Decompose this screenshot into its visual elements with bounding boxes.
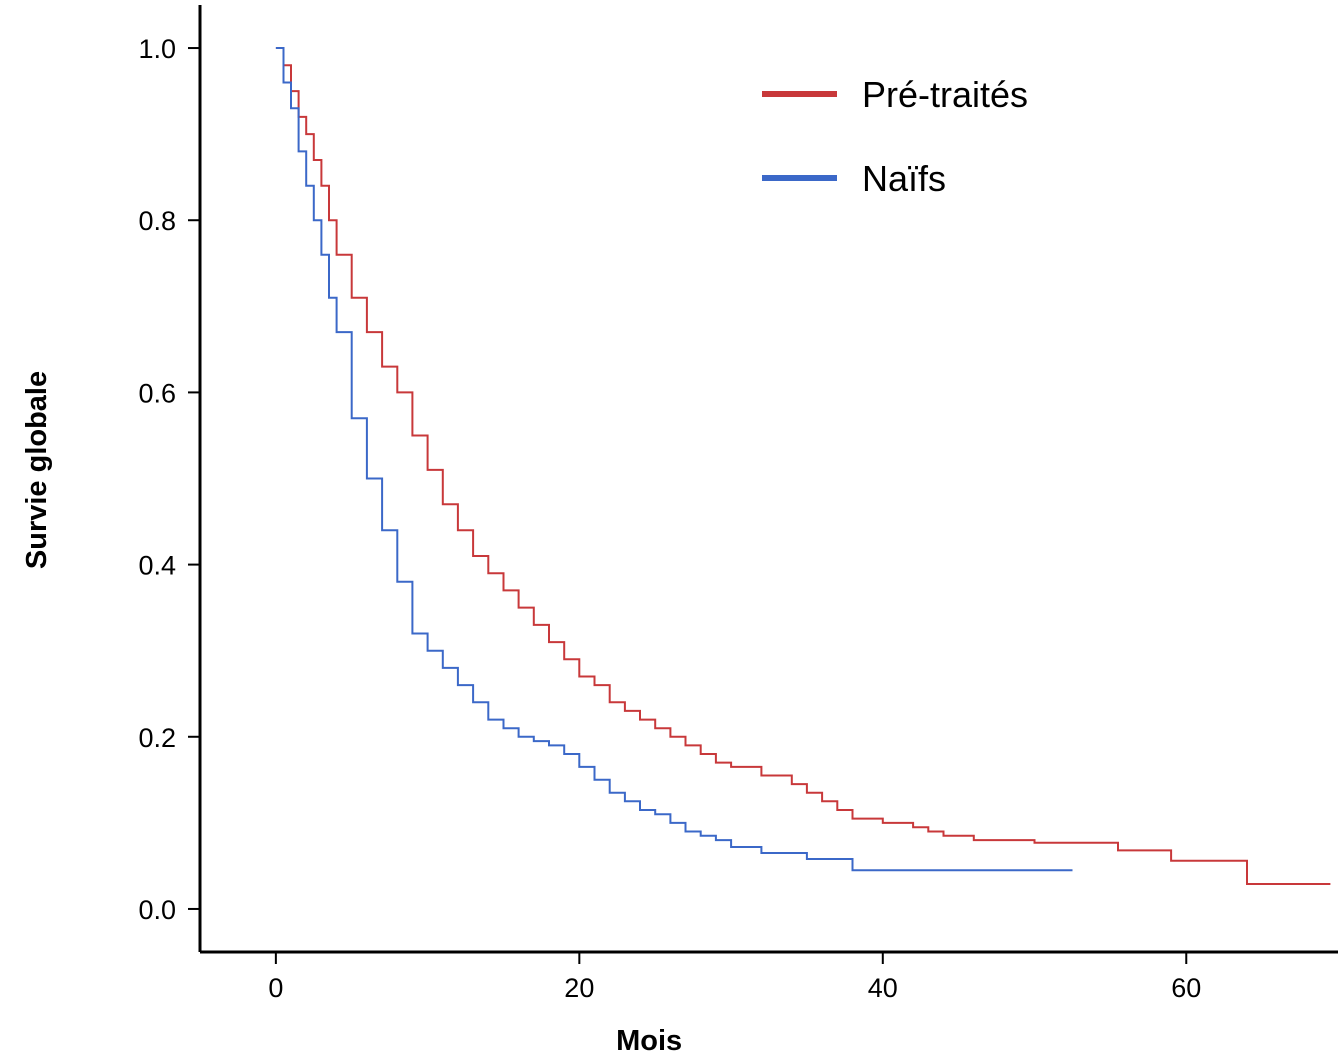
legend: Pré-traités Naïfs xyxy=(762,74,1028,199)
y-tick-label: 0.2 xyxy=(138,723,176,753)
x-tick-label: 0 xyxy=(268,973,283,1003)
x-axis-title: Mois xyxy=(616,1025,682,1057)
axes: 0 20 40 60 0.0 0.2 0.4 0.6 0.8 1.0 xyxy=(138,5,1338,1003)
series-line-1 xyxy=(275,47,1073,872)
x-tick-label: 60 xyxy=(1171,973,1201,1003)
y-tick-label: 0.6 xyxy=(138,378,176,408)
y-axis-title: Survie globale xyxy=(21,371,53,569)
x-tick-label: 20 xyxy=(564,973,594,1003)
legend-label-0: Pré-traités xyxy=(862,74,1028,115)
legend-label-1: Naïfs xyxy=(862,158,946,199)
y-tick-label: 1.0 xyxy=(138,34,176,64)
y-tick-label: 0.8 xyxy=(138,206,176,236)
x-tick-label: 40 xyxy=(868,973,898,1003)
y-tick-label: 0.0 xyxy=(138,895,176,925)
series-layer xyxy=(275,47,1331,885)
series-line-0 xyxy=(275,47,1331,885)
y-tick-label: 0.4 xyxy=(138,551,176,581)
